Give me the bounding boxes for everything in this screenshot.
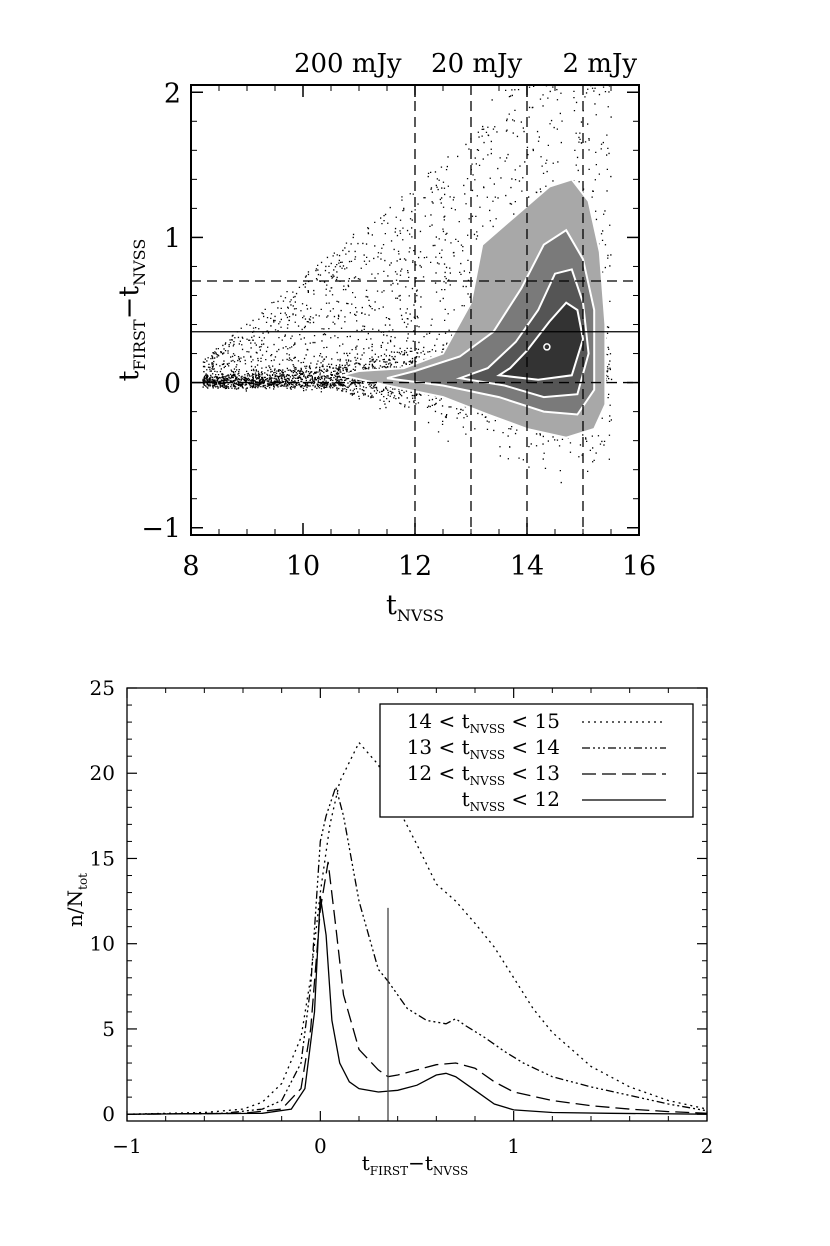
contour-peak-marker: [543, 343, 551, 351]
y-tick-label: 20: [90, 761, 115, 785]
density-contours: [341, 178, 607, 439]
flux-label: 20 mJy: [431, 49, 522, 79]
x-tick-label: 1: [507, 1134, 520, 1158]
series-line-2: [127, 861, 707, 1115]
legend-label-1: 13 < tNVSS < 14: [407, 735, 560, 762]
y-tick-label: 0: [102, 1102, 115, 1126]
distribution-curves: [127, 741, 707, 1115]
legend-label-3: tNVSS < 12: [462, 787, 560, 814]
scatter-y-axis-label: tFIRST−tNVSS: [114, 239, 149, 382]
x-tick-label: 0: [314, 1134, 327, 1158]
reference-lines: [191, 85, 639, 535]
x-tick-label: 2: [701, 1134, 714, 1158]
flux-labels: 200 mJy 20 mJy 2 mJy: [294, 49, 637, 79]
x-tick-label: 10: [286, 551, 320, 582]
legend-box: [379, 703, 694, 818]
series-line-3: [127, 895, 707, 1115]
y-tick-label: 5: [102, 1017, 115, 1041]
x-tick-label: −1: [112, 1134, 141, 1158]
histogram-x-axis-label: tFIRST−tNVSS: [362, 1151, 469, 1178]
legend-label-2: 12 < tNVSS < 13: [407, 761, 560, 788]
scatter-points: [202, 85, 613, 484]
series-line-0: [127, 741, 707, 1115]
contour-level-4: [496, 301, 585, 381]
series-line-1: [127, 784, 707, 1115]
flux-label: 2 mJy: [563, 49, 638, 79]
y-tick-label: 25: [90, 676, 115, 700]
x-tick-label: 12: [398, 551, 432, 582]
y-tick-label: −1: [141, 514, 181, 545]
x-tick-label: 16: [622, 551, 656, 582]
scatter-dots: [202, 85, 613, 484]
legend-label-0: 14 < tNVSS < 15: [407, 709, 560, 736]
y-tick-label: 1: [164, 223, 181, 254]
y-tick-label: 0: [164, 369, 181, 400]
flux-label: 200 mJy: [294, 49, 402, 79]
histogram-y-axis-label: n/Ntot: [63, 873, 90, 927]
y-tick-label: 2: [164, 78, 181, 109]
histogram-plot-frame: [126, 687, 708, 1122]
y-tick-label: 10: [90, 932, 115, 956]
x-tick-label: 14: [510, 551, 544, 582]
x-tick-label: 8: [182, 551, 199, 582]
y-tick-label: 15: [90, 846, 115, 870]
scatter-x-axis-label: tNVSS: [386, 590, 444, 625]
